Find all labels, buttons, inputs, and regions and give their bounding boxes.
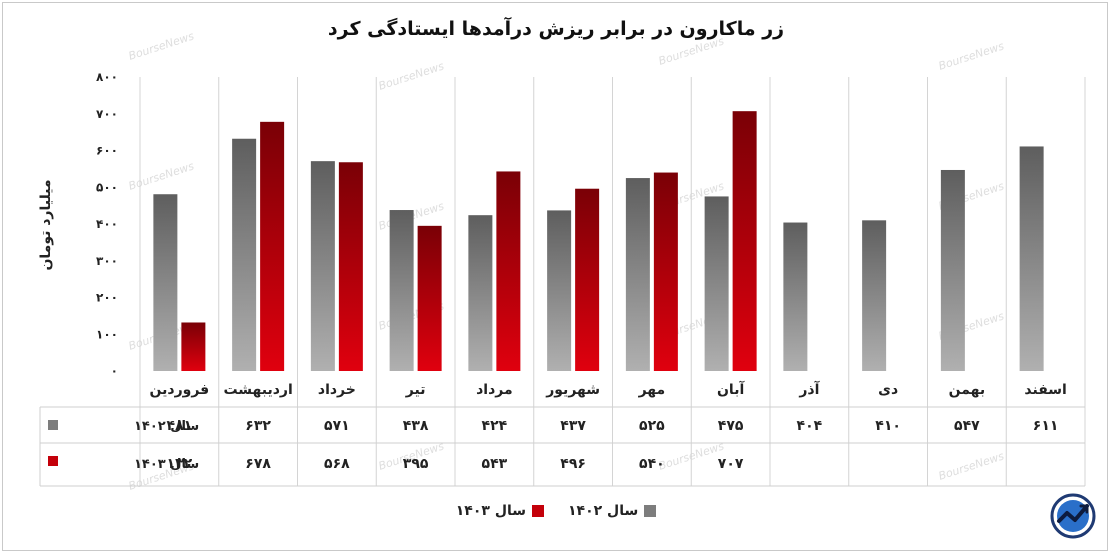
data-label-1402: ۵۴۷ (954, 418, 980, 434)
legend-swatch-1402 (644, 505, 657, 517)
bar-1403 (496, 171, 521, 371)
category-label: بهمن (949, 382, 985, 398)
y-tick-label: ۴۰۰ (96, 217, 118, 231)
data-label-1402: ۴۸۱ (167, 418, 193, 434)
bar-1402 (468, 215, 493, 371)
data-label-1403: ۵۴۳ (482, 456, 508, 472)
bar-1402 (940, 169, 965, 371)
data-label-1402: ۴۲۴ (482, 418, 508, 434)
legend-item-1403: سال ۱۴۰۳ (456, 503, 544, 519)
bar-1402 (704, 196, 729, 371)
category-label: مهر (638, 382, 666, 398)
watermark-text: BourseNews (657, 34, 726, 67)
bar-1402 (232, 138, 257, 371)
row-swatch-1402 (48, 420, 58, 430)
row-series-name: سال ۱۴۰۳ (134, 457, 199, 472)
bar-1402 (625, 178, 650, 371)
watermark-text: BourseNews (127, 29, 196, 62)
category-label: آبان (717, 380, 745, 398)
watermark-text: BourseNews (937, 39, 1006, 72)
data-label-1402: ۶۳۲ (245, 418, 271, 434)
data-label-1402: ۴۱۰ (875, 418, 901, 434)
bar-1403 (732, 111, 757, 372)
data-label-1402: ۵۲۵ (639, 418, 665, 434)
data-label-1402: ۵۷۱ (324, 418, 350, 434)
row-series-name: سال ۱۴۰۲ (134, 419, 199, 434)
bar-1402 (153, 194, 178, 371)
bar-1403 (338, 162, 363, 371)
data-label-1403: ۷۰۷ (718, 456, 744, 472)
y-tick-label: ۵۰۰ (96, 180, 118, 194)
category-label: شهریور (545, 382, 600, 398)
data-label-1402: ۶۱۱ (1033, 418, 1059, 434)
category-label: دی (878, 382, 898, 398)
data-table: فروردین اردیبهشت خرداد تیر مرداد شهریور مهر آبا… (39, 380, 1085, 487)
chart-legend: سال ۱۴۰۲ سال ۱۴۰۳ (0, 503, 1112, 519)
legend-swatch-1403 (532, 505, 544, 517)
bar-1403 (653, 172, 678, 371)
watermark-text: BourseNews (937, 449, 1006, 482)
category-label: اسفند (1024, 382, 1066, 398)
legend-label-1403: سال ۱۴۰۳ (455, 503, 526, 519)
bar-1403 (181, 322, 206, 371)
bar-1402 (1019, 146, 1044, 371)
legend-label-1402: سال ۱۴۰۲ (568, 503, 639, 519)
y-tick-label: ۰ (111, 364, 118, 378)
bar-1403 (417, 225, 442, 371)
y-axis-ticks: ۰ ۱۰۰ ۲۰۰ ۳۰۰ ۴۰۰ ۵۰۰ ۶۰۰ ۷۰۰ ۸۰۰ (96, 70, 118, 378)
watermark-text: BourseNews (127, 159, 196, 192)
category-label: آذر (798, 380, 820, 398)
category-label: اردیبهشت (223, 382, 292, 398)
chart-title: زر ماکارون در برابر ریزش درآمدها ایستادگ… (327, 18, 785, 40)
data-label-1403: ۵۶۸ (324, 456, 350, 472)
bar-1402 (862, 220, 887, 371)
watermark-text: BourseNews (377, 59, 446, 92)
data-label-1403: ۶۷۸ (245, 456, 271, 472)
data-label-1403: ۴۹۶ (560, 456, 586, 472)
bar-1403 (260, 121, 285, 372)
data-label-1403: ۵۴۰ (639, 456, 665, 472)
bar-1403 (575, 188, 600, 371)
data-label-1403: ۱۳۲ (167, 456, 193, 472)
bar-1402 (389, 210, 414, 371)
y-tick-label: ۶۰۰ (96, 144, 118, 158)
y-tick-label: ۱۰۰ (96, 327, 118, 341)
category-label: خرداد (318, 382, 356, 398)
category-label: فروردین (150, 382, 210, 398)
y-tick-label: ۳۰۰ (96, 254, 118, 268)
category-label: تیر (405, 382, 426, 398)
y-tick-label: ۷۰۰ (96, 107, 118, 121)
legend-item-1402: سال ۱۴۰۲ (568, 503, 657, 519)
bar-1402 (310, 161, 335, 371)
bar-1402 (547, 210, 572, 371)
chart-grid (139, 77, 1086, 486)
row-swatch-1403 (48, 456, 58, 466)
data-label-1402: ۴۳۷ (560, 418, 586, 434)
data-label-1403: ۳۹۵ (403, 456, 429, 472)
boursenews-logo-icon (1050, 493, 1096, 539)
y-tick-label: ۲۰۰ (96, 291, 118, 305)
bar-1402 (783, 222, 808, 371)
chart-bars (153, 111, 1044, 372)
data-label-1402: ۴۳۸ (403, 418, 429, 434)
y-tick-label: ۸۰۰ (96, 70, 118, 84)
data-label-1402: ۴۰۴ (797, 418, 823, 434)
data-label-1402: ۴۷۵ (718, 418, 744, 434)
category-label: مرداد (476, 382, 513, 398)
